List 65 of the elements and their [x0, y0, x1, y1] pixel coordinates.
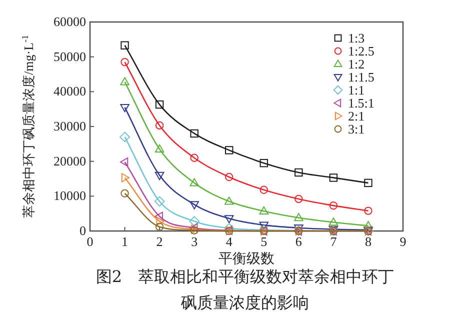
point	[190, 154, 198, 162]
point	[190, 129, 198, 138]
legend-label: 1:3	[348, 30, 365, 46]
x-tick-label: 4	[226, 234, 233, 249]
point	[120, 41, 129, 50]
x-tick-label: 8	[364, 234, 372, 249]
point	[294, 168, 303, 177]
point	[120, 132, 130, 142]
legend-label: 1:1.5	[348, 70, 374, 84]
point	[154, 172, 164, 180]
legend-label: 1:2.5	[348, 44, 374, 58]
x-tick-label: 3	[191, 234, 198, 249]
legend-label: 3:1	[348, 122, 365, 136]
point	[294, 224, 304, 233]
point	[121, 173, 130, 182]
x-tick-label: 2	[156, 234, 163, 249]
point	[120, 104, 130, 112]
point	[154, 144, 164, 153]
point	[260, 158, 268, 168]
point	[364, 206, 372, 215]
point	[120, 58, 129, 66]
point	[259, 222, 269, 230]
point	[156, 216, 164, 226]
point	[120, 189, 129, 198]
point	[328, 217, 338, 226]
point	[259, 206, 269, 215]
y-tick-label: 30000	[54, 118, 86, 134]
point	[329, 174, 338, 182]
point	[154, 196, 165, 207]
point	[364, 178, 372, 188]
x-tick-label: 9	[400, 234, 406, 249]
point	[155, 222, 164, 231]
point	[155, 100, 164, 109]
legend-label: 1:1	[348, 82, 365, 98]
point	[225, 172, 234, 182]
y-tick-label: 40000	[54, 84, 86, 99]
point	[294, 212, 304, 222]
y-tick-label: 20000	[54, 153, 86, 168]
point	[154, 212, 163, 222]
x-axis-title: 平衡级数	[218, 251, 274, 267]
point	[189, 216, 200, 226]
y-tick-label: 60000	[54, 14, 86, 29]
point	[120, 157, 128, 167]
point	[224, 215, 234, 224]
y-tick-label: 50000	[54, 48, 86, 64]
x-tick-label: 1	[122, 234, 128, 249]
point	[155, 121, 164, 130]
y-tick-label: 10000	[54, 188, 86, 204]
point	[329, 201, 338, 210]
point	[190, 178, 199, 186]
point	[294, 194, 303, 204]
point	[260, 186, 268, 194]
legend-label: 1.5:1	[348, 96, 374, 110]
point	[364, 220, 373, 230]
point	[224, 196, 234, 205]
x-tick-label: 5	[260, 234, 268, 249]
caption: 图2 萃取相比和平衡级数对萃余相中环丁砜质量浓度的影响	[95, 266, 395, 314]
x-tick-label: 6	[295, 234, 302, 249]
point	[120, 77, 130, 86]
point	[190, 201, 199, 210]
y-tick-label: 0	[80, 223, 86, 238]
point	[225, 146, 234, 154]
legend-label: 1:2	[348, 56, 365, 72]
legend-label: 2:1	[348, 108, 365, 124]
x-tick-label: 7	[330, 234, 338, 249]
